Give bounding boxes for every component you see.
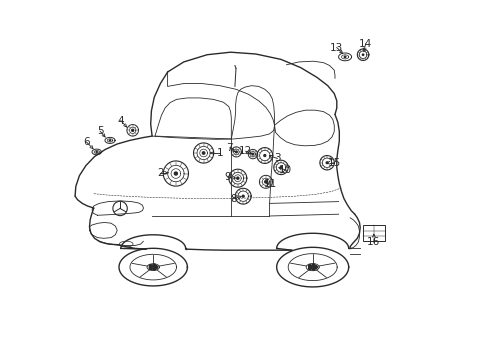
Circle shape	[326, 162, 328, 163]
Text: 6: 6	[83, 137, 90, 147]
Text: 5: 5	[97, 126, 103, 136]
Text: 9: 9	[224, 172, 231, 182]
Circle shape	[153, 264, 156, 267]
Circle shape	[309, 265, 312, 267]
Circle shape	[174, 172, 177, 175]
Circle shape	[202, 152, 205, 154]
Circle shape	[363, 54, 364, 55]
Text: 3: 3	[274, 153, 281, 163]
Text: 12: 12	[239, 146, 252, 156]
Text: 13: 13	[330, 42, 343, 53]
Circle shape	[236, 151, 237, 153]
Circle shape	[264, 154, 266, 157]
Circle shape	[315, 266, 318, 269]
Text: 1: 1	[217, 148, 223, 158]
Circle shape	[109, 140, 111, 141]
Text: 7: 7	[226, 143, 233, 153]
Circle shape	[242, 195, 244, 197]
Circle shape	[344, 56, 346, 58]
Text: 15: 15	[328, 158, 341, 168]
Circle shape	[280, 167, 282, 168]
Circle shape	[265, 181, 267, 183]
Circle shape	[312, 264, 315, 267]
Text: 8: 8	[230, 194, 237, 204]
Text: 4: 4	[118, 116, 124, 126]
Text: 16: 16	[368, 237, 381, 247]
Text: 2: 2	[157, 168, 164, 178]
Circle shape	[153, 267, 156, 270]
Circle shape	[237, 177, 239, 179]
Circle shape	[312, 267, 315, 270]
Circle shape	[155, 266, 158, 269]
Text: 10: 10	[279, 165, 292, 175]
Bar	[363, 225, 385, 242]
Circle shape	[309, 267, 312, 270]
Text: 14: 14	[359, 39, 372, 49]
Circle shape	[149, 267, 152, 270]
Circle shape	[252, 153, 254, 155]
Circle shape	[132, 129, 134, 131]
Circle shape	[149, 265, 152, 267]
Text: 11: 11	[264, 179, 277, 189]
Circle shape	[96, 151, 97, 153]
